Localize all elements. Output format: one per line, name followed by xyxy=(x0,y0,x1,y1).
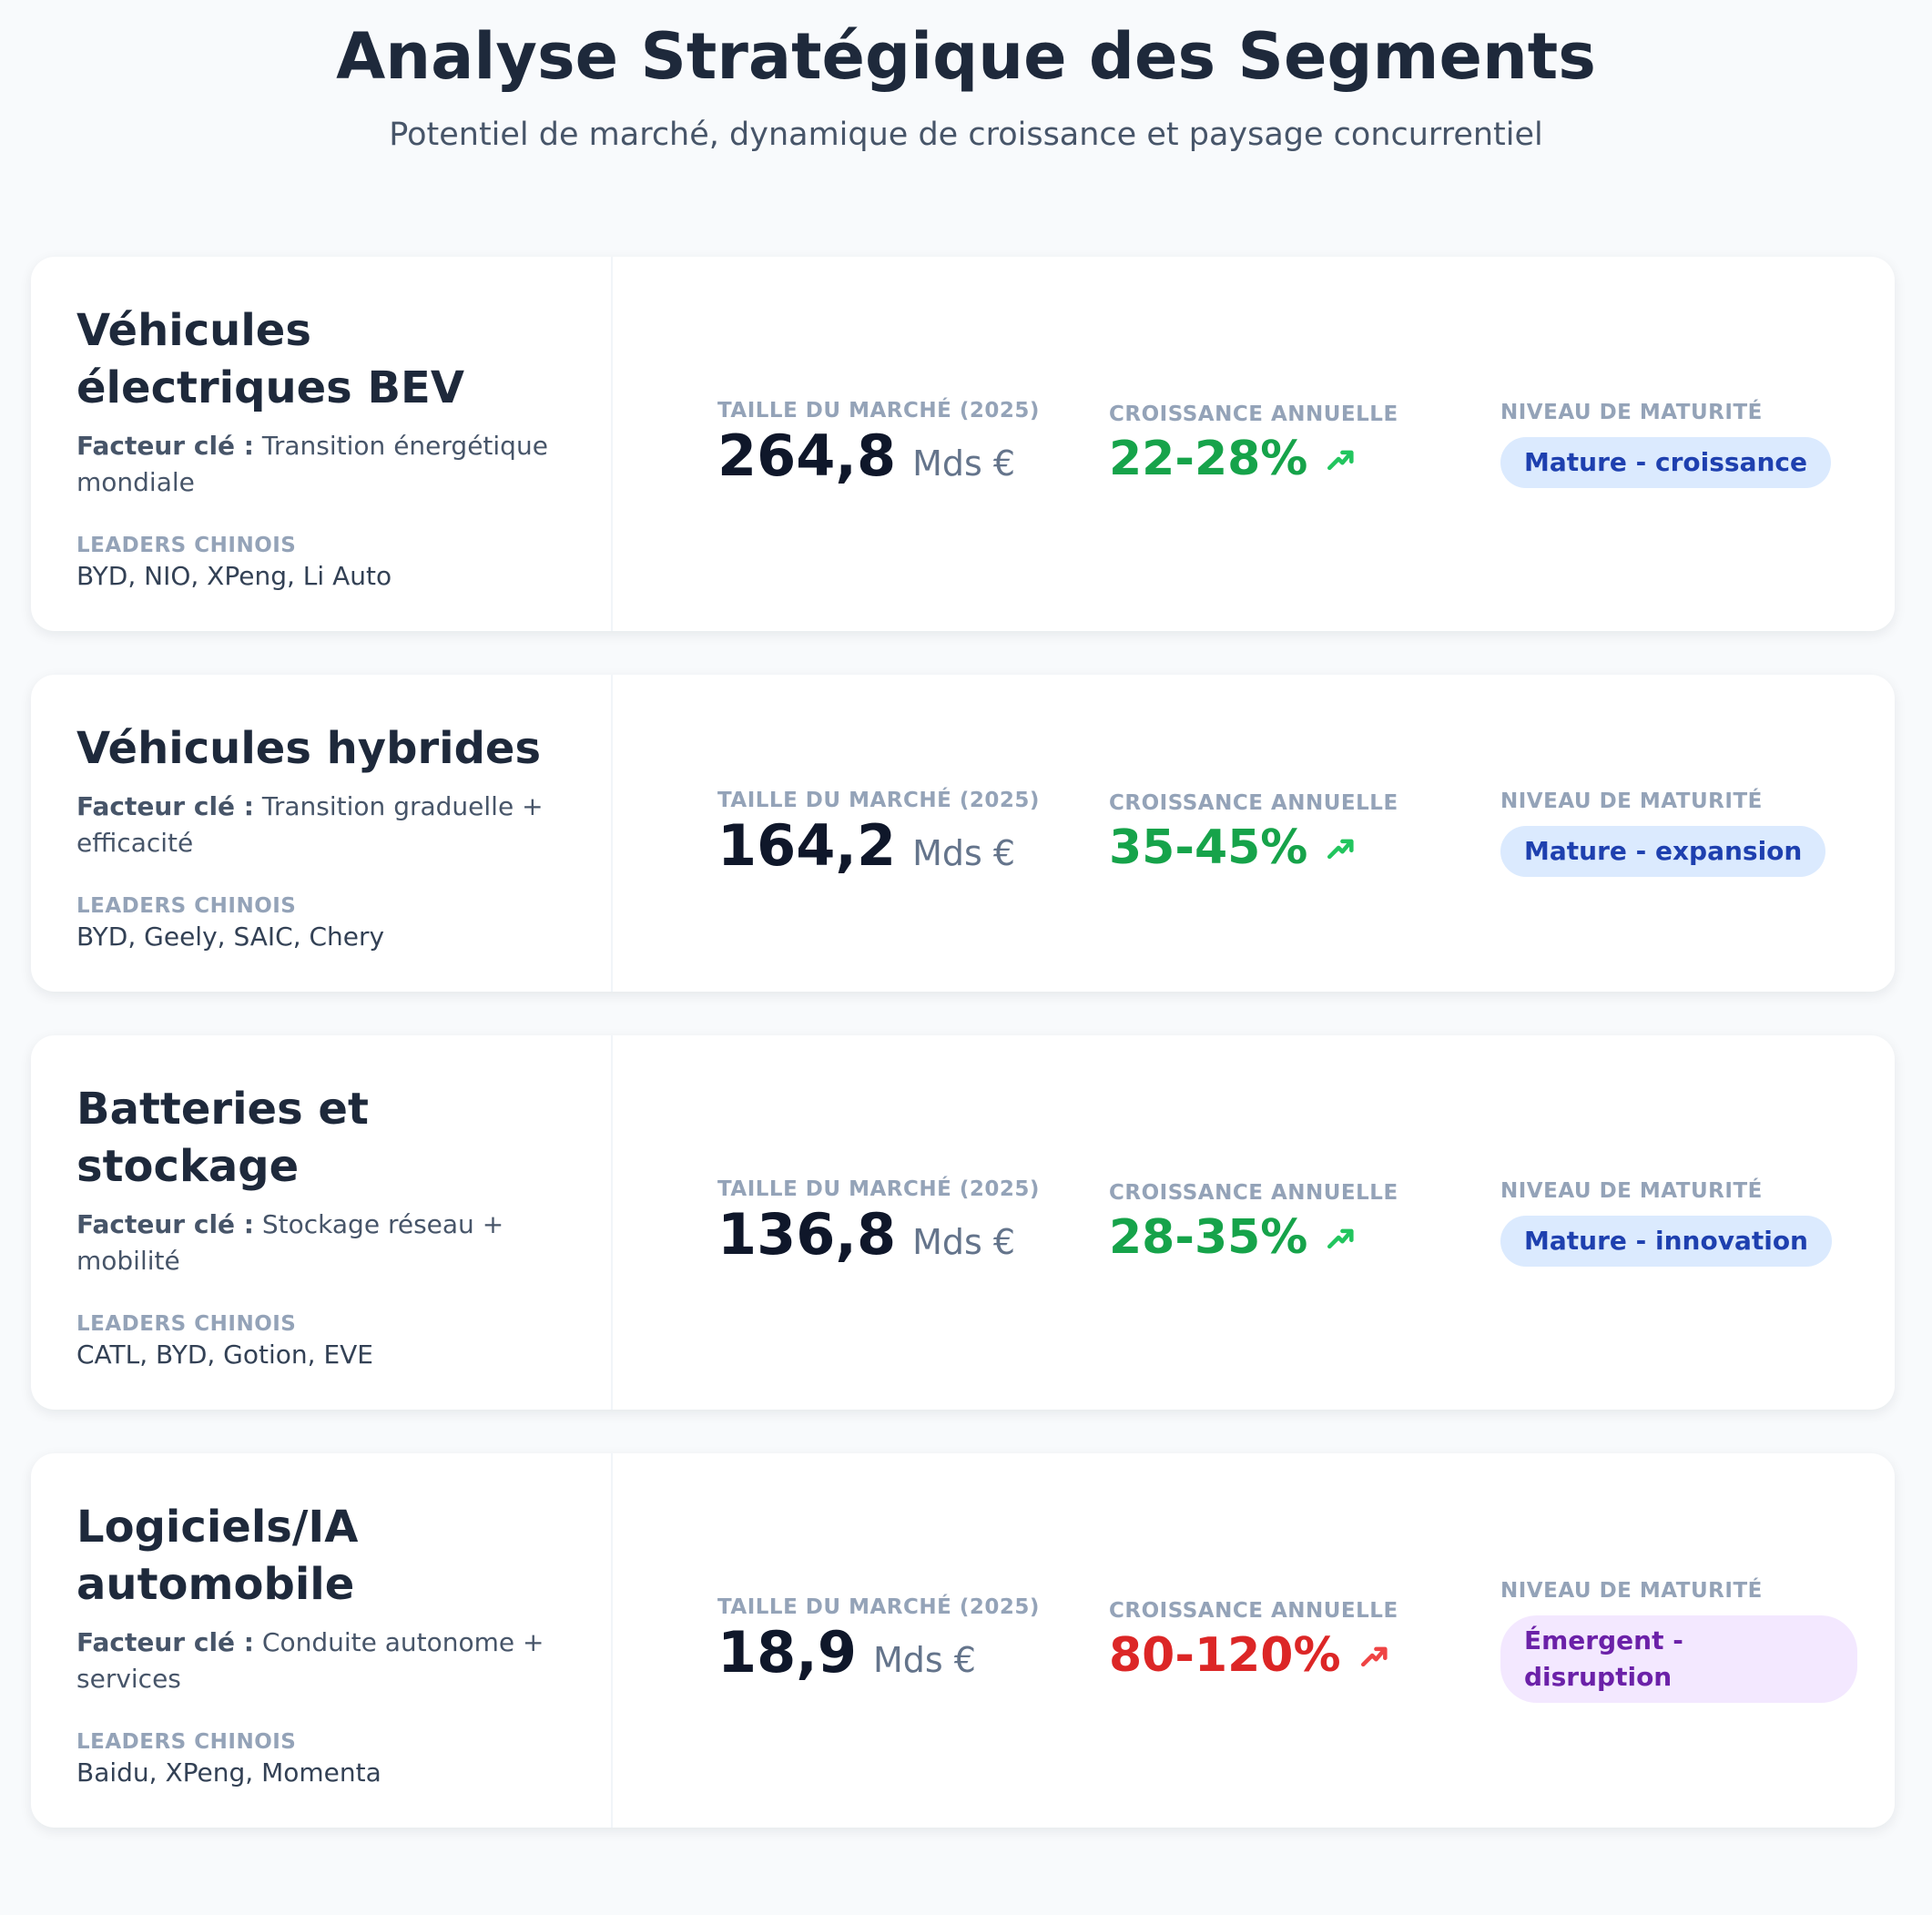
key-factor-label: Facteur clé : xyxy=(76,791,254,821)
segment-card: Véhicules hybrides Facteur clé : Transiti… xyxy=(31,675,1895,992)
key-factor-label: Facteur clé : xyxy=(76,1627,254,1657)
segment-name: Véhicules hybrides xyxy=(76,723,542,774)
key-factor-text: Conduite autonome + services xyxy=(76,1627,544,1694)
segment-list: Véhicules électriques BEV Facteur clé : T… xyxy=(31,257,1895,1828)
market-metric: TAILLE DU MARCHÉ (2025) 18,9 Mds € xyxy=(717,1595,1109,1686)
segment-metrics: TAILLE DU MARCHÉ (2025) 136,8 Mds € CROISSA… xyxy=(613,1035,1895,1410)
growth-row: 35-45% xyxy=(1109,820,1500,875)
growth-value: 80-120% xyxy=(1109,1627,1341,1683)
growth-metric: CROISSANCE ANNUELLE 80-120% xyxy=(1109,1599,1500,1683)
key-factor: Facteur clé : Conduite autonome + servic… xyxy=(76,1625,556,1697)
maturity-metric: NIVEAU DE MATURITÉ Mature - croissance xyxy=(1500,401,1892,488)
maturity-metric: NIVEAU DE MATURITÉ Mature - innovation xyxy=(1500,1179,1892,1267)
segment-metrics: TAILLE DU MARCHÉ (2025) 164,2 Mds € CROISSA… xyxy=(613,675,1895,992)
leaders-label: LEADERS CHINOIS xyxy=(76,894,297,918)
segment-info: Batteries et stockage Facteur clé : Stock… xyxy=(31,1035,613,1410)
maturity-badge: Mature - expansion xyxy=(1500,826,1826,877)
leaders-label: LEADERS CHINOIS xyxy=(76,1312,297,1336)
market-size: 18,9 Mds € xyxy=(717,1619,1109,1686)
segment-card: Batteries et stockage Facteur clé : Stock… xyxy=(31,1035,1895,1410)
growth-label: CROISSANCE ANNUELLE xyxy=(1109,791,1398,815)
market-metric: TAILLE DU MARCHÉ (2025) 164,2 Mds € xyxy=(717,789,1109,879)
key-factor: Facteur clé : Transition graduelle + eff… xyxy=(76,789,556,861)
maturity-metric: NIVEAU DE MATURITÉ Mature - expansion xyxy=(1500,789,1892,877)
segment-name: Véhicules électriques BEV xyxy=(76,305,464,413)
leaders: Baidu, XPeng, Momenta xyxy=(76,1757,381,1788)
market-size: 164,2 Mds € xyxy=(717,812,1109,879)
market-unit: Mds € xyxy=(912,1222,1016,1262)
segment-info: Véhicules électriques BEV Facteur clé : T… xyxy=(31,257,613,631)
leaders-label: LEADERS CHINOIS xyxy=(76,534,297,557)
maturity-badge: Émergent - disruption xyxy=(1500,1615,1857,1703)
page-title: Analyse Stratégique des Segments xyxy=(336,19,1596,94)
key-factor: Facteur clé : Transition énergétique mon… xyxy=(76,428,556,501)
market-label: TAILLE DU MARCHÉ (2025) xyxy=(717,1595,1040,1619)
leaders-label: LEADERS CHINOIS xyxy=(76,1730,297,1754)
maturity-badge: Mature - innovation xyxy=(1500,1215,1832,1267)
trend-arrow xyxy=(1327,1228,1355,1248)
segment-info: Logiciels/IA automobile Facteur clé : Con… xyxy=(31,1453,613,1828)
growth-label: CROISSANCE ANNUELLE xyxy=(1109,402,1398,426)
maturity-label: NIVEAU DE MATURITÉ xyxy=(1500,1178,1763,1203)
trend-icon xyxy=(1327,450,1355,470)
growth-row: 22-28% xyxy=(1109,432,1500,486)
growth-label: CROISSANCE ANNUELLE xyxy=(1109,1598,1398,1623)
growth-row: 28-35% xyxy=(1109,1210,1500,1265)
segment-info: Véhicules hybrides Facteur clé : Transiti… xyxy=(31,675,613,992)
segment-card: Logiciels/IA automobile Facteur clé : Con… xyxy=(31,1453,1895,1828)
market-label: TAILLE DU MARCHÉ (2025) xyxy=(717,399,1040,423)
market-value: 18,9 xyxy=(717,1619,857,1686)
key-factor-label: Facteur clé : xyxy=(76,1209,254,1239)
market-value: 164,2 xyxy=(717,811,897,879)
maturity-badge: Mature - croissance xyxy=(1500,436,1831,488)
growth-metric: CROISSANCE ANNUELLE 35-45% xyxy=(1109,791,1500,875)
key-factor-text: Transition graduelle + efficacité xyxy=(76,791,544,858)
key-factor: Facteur clé : Stockage réseau + mobilité xyxy=(76,1207,556,1279)
segment-metrics: TAILLE DU MARCHÉ (2025) 18,9 Mds € CROISSAN… xyxy=(613,1453,1895,1828)
growth-value: 22-28% xyxy=(1109,431,1308,486)
market-label: TAILLE DU MARCHÉ (2025) xyxy=(717,788,1040,812)
maturity-label: NIVEAU DE MATURITÉ xyxy=(1500,400,1763,424)
segment-name: Logiciels/IA automobile xyxy=(76,1502,359,1610)
segment-name: Batteries et stockage xyxy=(76,1084,369,1192)
key-factor-text: Stockage réseau + mobilité xyxy=(76,1209,504,1276)
growth-value: 35-45% xyxy=(1109,820,1308,875)
growth-value: 28-35% xyxy=(1109,1209,1308,1265)
market-unit: Mds € xyxy=(912,832,1016,873)
growth-label: CROISSANCE ANNUELLE xyxy=(1109,1180,1398,1205)
market-value: 136,8 xyxy=(717,1201,897,1268)
segment-card: Véhicules électriques BEV Facteur clé : T… xyxy=(31,257,1895,631)
key-factor-label: Facteur clé : xyxy=(76,431,254,461)
market-size: 136,8 Mds € xyxy=(717,1201,1109,1268)
key-factor-text: Transition énergétique mondiale xyxy=(76,431,548,497)
maturity-label: NIVEAU DE MATURITÉ xyxy=(1500,1578,1763,1603)
market-size: 264,8 Mds € xyxy=(717,423,1109,489)
segment-metrics: TAILLE DU MARCHÉ (2025) 264,8 Mds € CROISSA… xyxy=(613,257,1895,631)
market-unit: Mds € xyxy=(872,1640,976,1680)
maturity-metric: NIVEAU DE MATURITÉ Émergent - disruption xyxy=(1500,1579,1892,1703)
leaders: BYD, Geely, SAIC, Chery xyxy=(76,922,385,952)
leaders: CATL, BYD, Gotion, EVE xyxy=(76,1339,373,1370)
trend-arrow xyxy=(1327,839,1355,860)
trend-icon xyxy=(1327,1228,1355,1248)
trend-arrow xyxy=(1327,450,1355,470)
market-unit: Mds € xyxy=(912,443,1016,484)
growth-metric: CROISSANCE ANNUELLE 28-35% xyxy=(1109,1181,1500,1265)
market-label: TAILLE DU MARCHÉ (2025) xyxy=(717,1177,1040,1201)
market-value: 264,8 xyxy=(717,423,897,489)
leaders: BYD, NIO, XPeng, Li Auto xyxy=(76,561,392,591)
market-metric: TAILLE DU MARCHÉ (2025) 136,8 Mds € xyxy=(717,1177,1109,1268)
maturity-label: NIVEAU DE MATURITÉ xyxy=(1500,789,1763,813)
trend-arrow xyxy=(1360,1646,1388,1666)
growth-metric: CROISSANCE ANNUELLE 22-28% xyxy=(1109,402,1500,486)
page-subtitle: Potentiel de marché, dynamique de croiss… xyxy=(389,117,1543,153)
trend-icon xyxy=(1360,1646,1388,1666)
market-metric: TAILLE DU MARCHÉ (2025) 264,8 Mds € xyxy=(717,399,1109,489)
growth-row: 80-120% xyxy=(1109,1628,1500,1683)
trend-icon xyxy=(1327,839,1355,860)
